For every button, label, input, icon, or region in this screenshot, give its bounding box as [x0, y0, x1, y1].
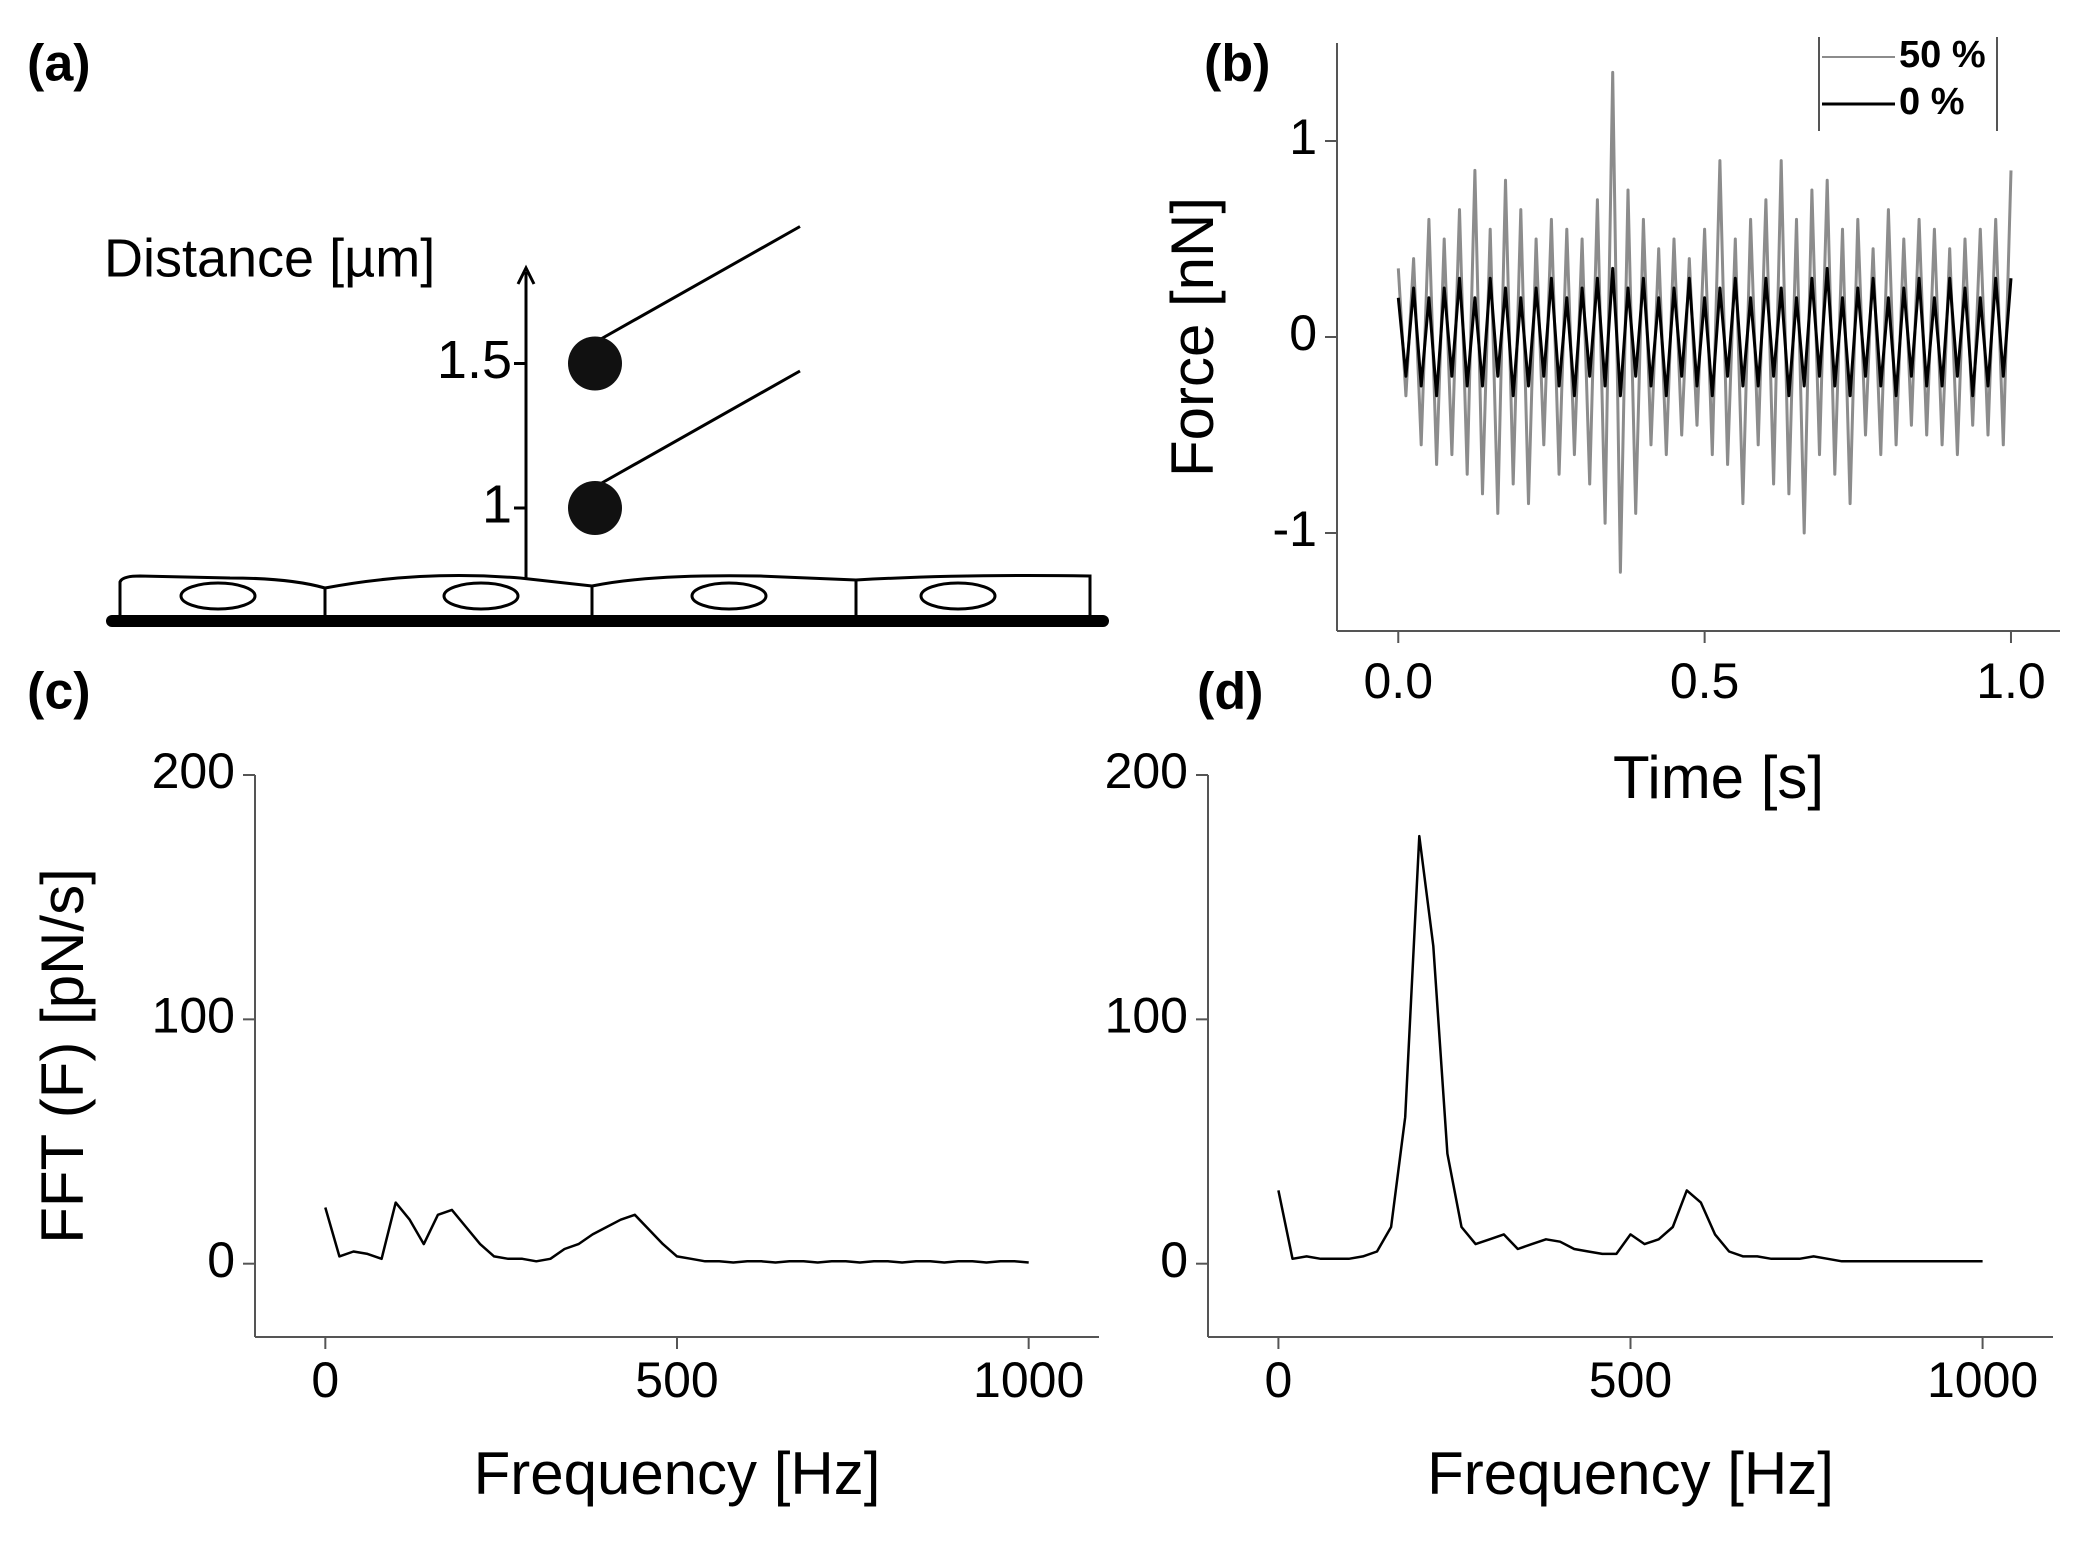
x-tick-label: 500 [1589, 1352, 1672, 1408]
cantilever [599, 369, 801, 486]
nucleus [919, 581, 997, 611]
x-axis-label: Frequency [Hz] [1427, 1440, 1834, 1507]
y-tick-label: 0 [207, 1232, 235, 1288]
x-tick-label: 0.0 [1364, 653, 1434, 709]
axis-label: Distance [µm] [104, 228, 435, 288]
x-tick-label: 0 [311, 1352, 339, 1408]
x-tick-label: 1000 [973, 1352, 1084, 1408]
tick-label: 1.5 [437, 330, 512, 390]
x-tick-label: 500 [635, 1352, 718, 1408]
panel-label: (c) [27, 663, 91, 721]
data-line [1277, 834, 1983, 1263]
nucleus [442, 581, 520, 611]
y-tick-label: 200 [152, 743, 235, 799]
x-tick-label: 1000 [1927, 1352, 2038, 1408]
x-axis-label: Time [s] [1613, 744, 1824, 811]
x-tick-label: 0 [1265, 1352, 1293, 1408]
tick-label: 1 [482, 474, 512, 534]
legend-label: 50 % [1899, 34, 1986, 76]
legend-label: 0 % [1899, 81, 1964, 123]
y-tick-label: 100 [1105, 988, 1188, 1044]
x-tick-label: 0.5 [1670, 653, 1740, 709]
y-tick-label: -1 [1273, 501, 1317, 557]
y-tick-label: 1 [1289, 109, 1317, 165]
nucleus [690, 581, 768, 611]
panel-label: (d) [1197, 663, 1263, 721]
axis-arrow [516, 264, 536, 285]
cell-diagram [106, 264, 1109, 627]
panel-label: (a) [27, 35, 91, 93]
panel-label: (b) [1204, 35, 1270, 93]
y-tick-label: 0 [1289, 305, 1317, 361]
data-line [324, 1201, 1029, 1264]
bead [568, 336, 622, 391]
x-tick-label: 1.0 [1976, 653, 2046, 709]
cantilever [599, 225, 801, 341]
cell-outline [118, 574, 1092, 618]
data-line [1396, 266, 2013, 398]
y-axis-label: Force [nN] [1159, 197, 1226, 477]
nucleus [179, 581, 257, 611]
y-axis-label: FFT (F) [pN/s] [29, 868, 96, 1244]
x-axis-label: Frequency [Hz] [474, 1440, 881, 1507]
y-tick-label: 200 [1105, 743, 1188, 799]
data-line [1396, 70, 2013, 574]
bead [568, 481, 622, 535]
y-tick-label: 0 [1160, 1232, 1188, 1288]
y-tick-label: 100 [152, 988, 235, 1044]
